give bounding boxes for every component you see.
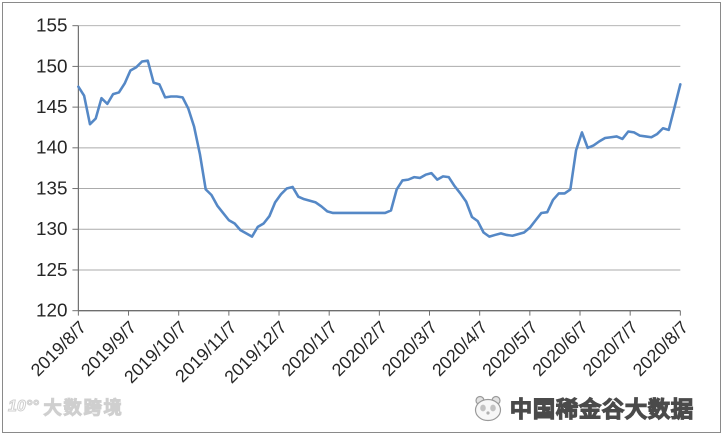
- watermark-right-text: 中国稀金谷大数据: [509, 396, 694, 422]
- watermark-left: 10°° 大数跨境: [8, 394, 124, 420]
- y-tick-label: 125: [36, 259, 67, 280]
- watermark-left-text: 大数跨境: [43, 398, 124, 419]
- y-tick-label: 145: [36, 96, 67, 117]
- price-line: [77, 59, 682, 238]
- watermark-right: 中国稀金谷大数据: [473, 392, 694, 424]
- x-tick-label: 2020/8/7: [629, 317, 692, 380]
- dashukuajing-logo-icon: 10°°: [8, 398, 40, 416]
- y-tick-label: 140: [36, 137, 67, 158]
- y-tick-label: 135: [36, 178, 67, 199]
- y-tick-label: 130: [36, 218, 67, 239]
- y-tick-label: 120: [36, 300, 67, 321]
- price-line-chart: 1551501451401351301251202019/8/72019/9/7…: [27, 15, 692, 387]
- panda-logo-icon: [474, 395, 502, 421]
- y-tick-label: 155: [36, 15, 67, 36]
- y-tick-label: 150: [36, 55, 67, 76]
